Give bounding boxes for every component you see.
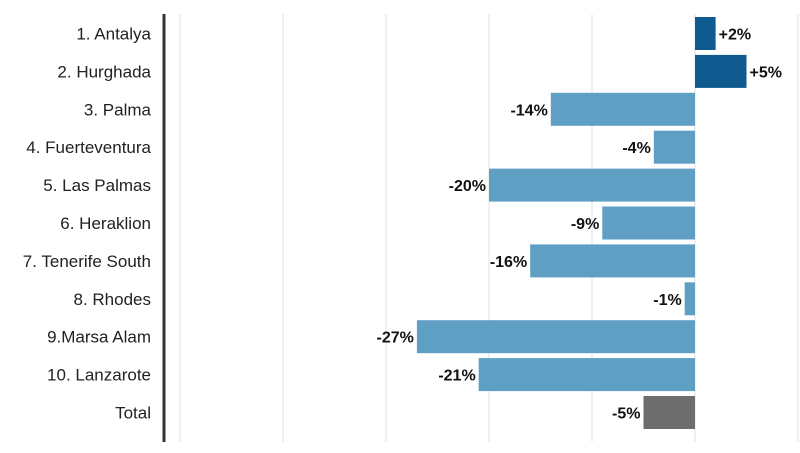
category-label: 8. Rhodes bbox=[74, 290, 152, 309]
value-label: +5% bbox=[750, 64, 782, 81]
category-label: 4. Fuerteventura bbox=[26, 138, 151, 157]
bar bbox=[489, 168, 695, 202]
bar bbox=[530, 244, 695, 278]
value-label: -27% bbox=[377, 330, 414, 347]
category-label: 1. Antalya bbox=[76, 25, 151, 44]
value-label: -21% bbox=[438, 368, 475, 385]
category-label: 9.Marsa Alam bbox=[47, 328, 151, 347]
bar-total bbox=[643, 396, 695, 429]
bar bbox=[602, 206, 695, 240]
value-label: -5% bbox=[612, 406, 640, 423]
bar bbox=[684, 282, 695, 316]
bar bbox=[653, 130, 695, 164]
value-label: +2% bbox=[719, 27, 751, 44]
value-label: -4% bbox=[622, 140, 650, 157]
bar bbox=[478, 358, 695, 392]
bar bbox=[695, 17, 716, 50]
value-label: -1% bbox=[653, 292, 681, 309]
category-label: 3. Palma bbox=[84, 100, 152, 119]
category-label: 10. Lanzarote bbox=[47, 366, 151, 385]
bar bbox=[550, 92, 695, 126]
bar bbox=[695, 54, 747, 88]
value-label: -9% bbox=[571, 216, 599, 233]
value-label: -16% bbox=[490, 254, 527, 271]
category-label: 6. Heraklion bbox=[60, 214, 151, 233]
category-label: 5. Las Palmas bbox=[43, 176, 151, 195]
bars bbox=[416, 17, 747, 429]
category-label: 7. Tenerife South bbox=[23, 252, 151, 271]
value-label: -14% bbox=[510, 102, 547, 119]
value-label: -20% bbox=[449, 178, 486, 195]
category-label: Total bbox=[115, 404, 151, 423]
category-label: 2. Hurghada bbox=[57, 62, 151, 81]
value-labels: +2% +5% -14% -4% -20% -9% -16% -1% -27% -21% -5% bbox=[377, 27, 782, 423]
bar bbox=[416, 320, 695, 354]
category-labels: 1. Antalya 2. Hurghada 3. Palma 4. Fuerteve… bbox=[23, 25, 152, 423]
